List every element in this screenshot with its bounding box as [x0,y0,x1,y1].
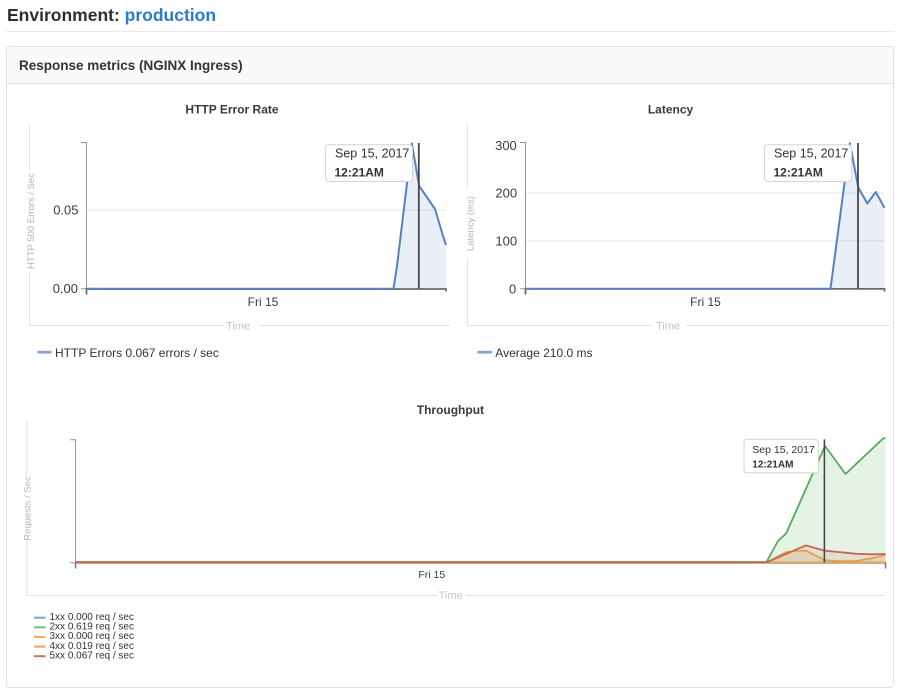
svg-text:12:21AM: 12:21AM [752,459,793,470]
svg-text:Latency: Latency [648,102,694,116]
svg-text:200: 200 [495,185,517,200]
svg-text:Fri 15: Fri 15 [690,295,721,309]
svg-text:300: 300 [495,138,517,153]
svg-text:HTTP Errors 0.067 errors / sec: HTTP Errors 0.067 errors / sec [55,346,219,360]
svg-text:Time: Time [439,590,463,602]
svg-text:Throughput: Throughput [417,403,484,417]
svg-text:100: 100 [495,233,517,248]
svg-text:Fri 15: Fri 15 [418,569,445,581]
svg-text:12:21AM: 12:21AM [774,166,823,180]
svg-text:4xx 0.019 req / sec: 4xx 0.019 req / sec [50,641,135,652]
svg-text:3xx 0.000 req / sec: 3xx 0.000 req / sec [50,631,135,642]
svg-text:Sep 15, 2017: Sep 15, 2017 [752,444,815,456]
svg-text:0.05: 0.05 [53,203,78,218]
svg-text:Sep 15, 2017: Sep 15, 2017 [774,147,848,161]
svg-text:12:21AM: 12:21AM [335,166,384,180]
svg-text:0: 0 [509,281,516,296]
svg-text:5xx 0.067 req / sec: 5xx 0.067 req / sec [50,651,135,662]
svg-text:Fri 15: Fri 15 [248,295,279,309]
svg-text:HTTP 500 Errors / Sec: HTTP 500 Errors / Sec [26,173,37,269]
svg-text:Time: Time [226,321,250,333]
svg-text:0.00: 0.00 [53,281,78,296]
svg-text:Latency (ms): Latency (ms) [466,196,477,251]
svg-text:Sep 15, 2017: Sep 15, 2017 [335,147,409,161]
svg-text:2xx 0.619 req / sec: 2xx 0.619 req / sec [50,622,135,633]
svg-text:1xx 0.000 req / sec: 1xx 0.000 req / sec [50,612,135,623]
svg-text:HTTP Error Rate: HTTP Error Rate [185,102,278,116]
svg-text:Time: Time [656,321,680,333]
svg-text:Requests / Sec: Requests / Sec [23,476,34,541]
svg-text:Average 210.0 ms: Average 210.0 ms [495,346,592,360]
